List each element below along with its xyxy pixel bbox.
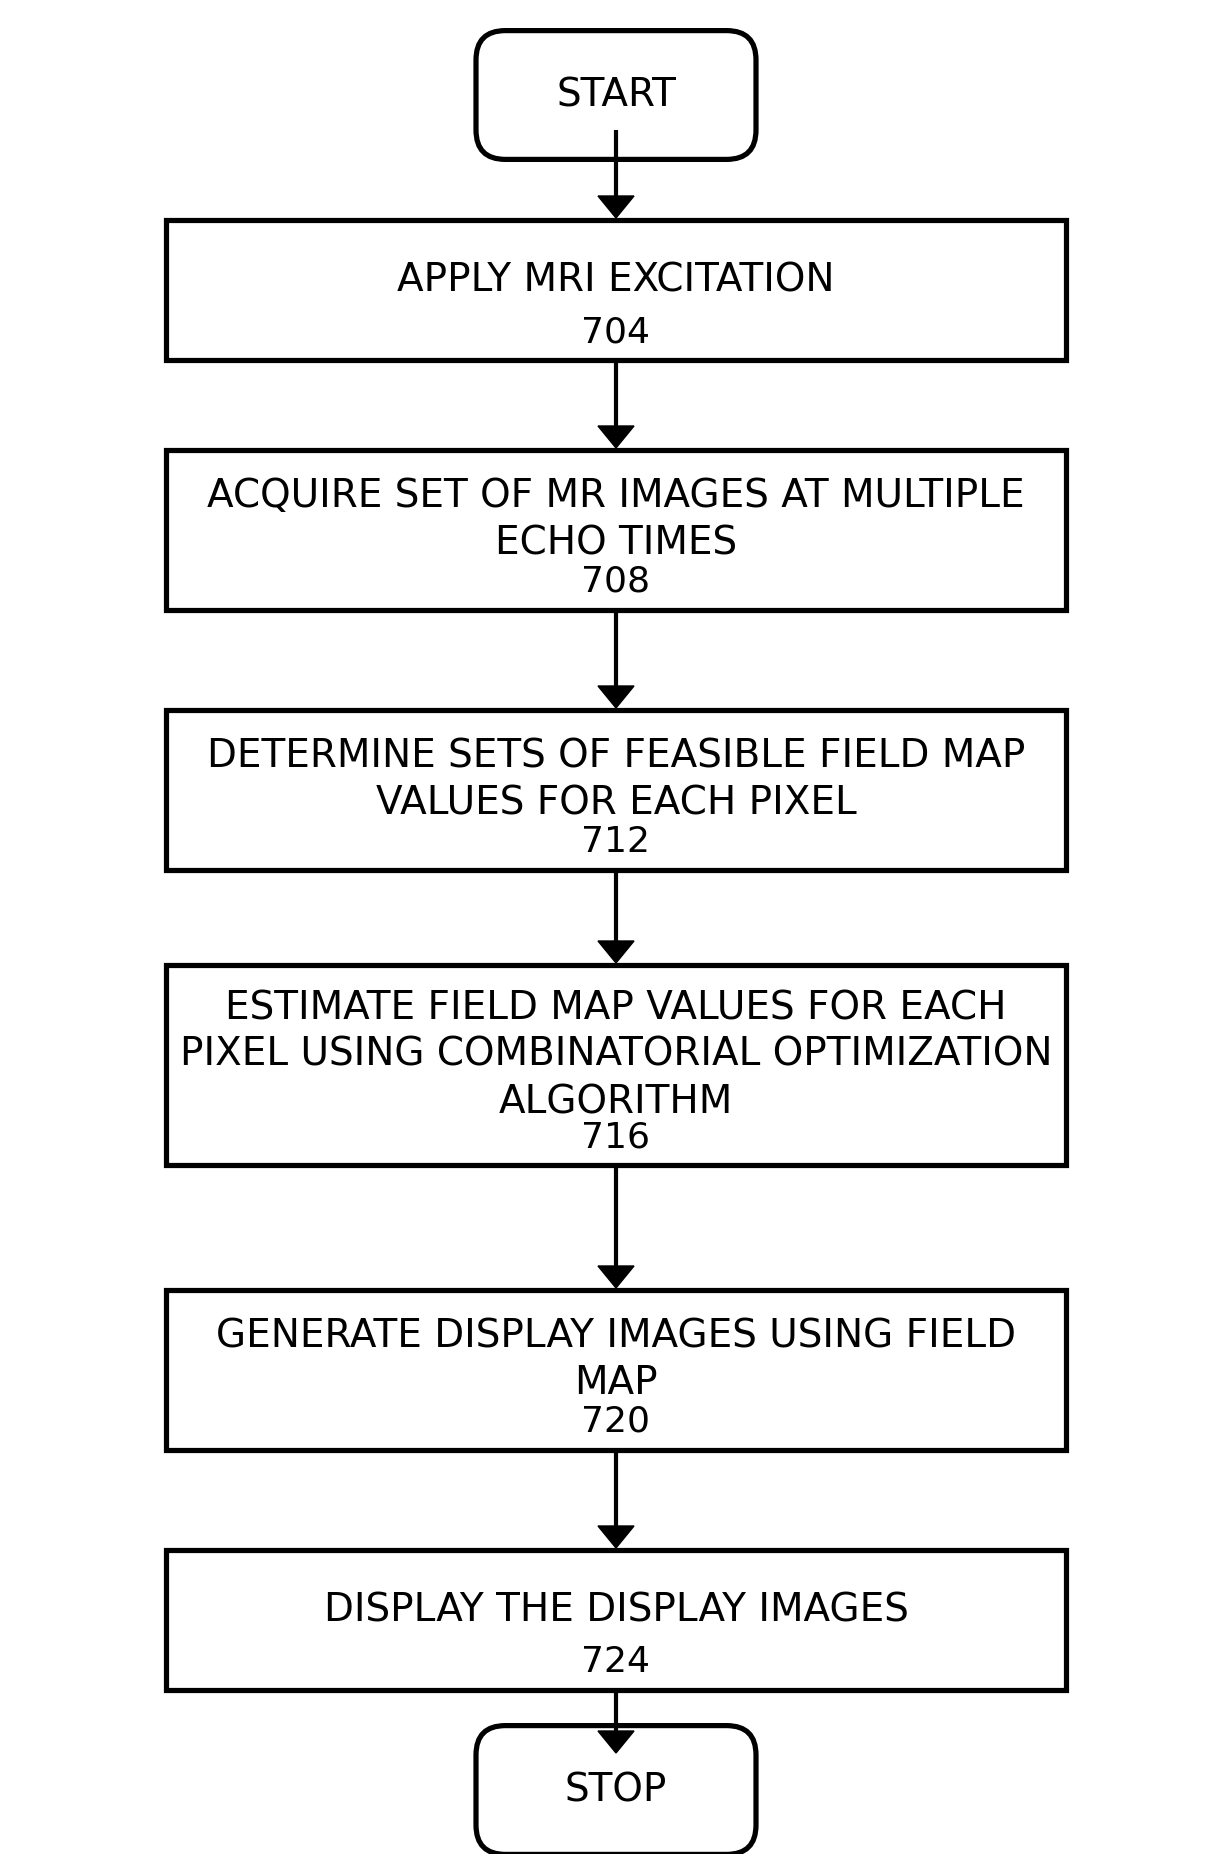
Text: 704: 704 xyxy=(582,315,650,349)
Polygon shape xyxy=(598,197,634,219)
Polygon shape xyxy=(598,1732,634,1754)
Polygon shape xyxy=(598,1526,634,1548)
Text: 716: 716 xyxy=(582,1120,650,1153)
Text: 708: 708 xyxy=(582,565,650,599)
Text: APPLY MRI EXCITATION: APPLY MRI EXCITATION xyxy=(397,261,835,298)
Bar xyxy=(166,451,1066,610)
Polygon shape xyxy=(598,1266,634,1289)
Text: ACQUIRE SET OF MR IMAGES AT MULTIPLE
ECHO TIMES: ACQUIRE SET OF MR IMAGES AT MULTIPLE ECH… xyxy=(207,478,1025,562)
Text: ESTIMATE FIELD MAP VALUES FOR EACH
PIXEL USING COMBINATORIAL OPTIMIZATION
ALGORI: ESTIMATE FIELD MAP VALUES FOR EACH PIXEL… xyxy=(180,988,1052,1122)
Text: 724: 724 xyxy=(582,1644,650,1680)
Bar xyxy=(166,964,1066,1164)
Text: DISPLAY THE DISPLAY IMAGES: DISPLAY THE DISPLAY IMAGES xyxy=(324,1591,908,1630)
FancyBboxPatch shape xyxy=(476,1726,756,1854)
Text: DETERMINE SETS OF FEASIBLE FIELD MAP
VALUES FOR EACH PIXEL: DETERMINE SETS OF FEASIBLE FIELD MAP VAL… xyxy=(207,738,1025,823)
Bar xyxy=(166,1550,1066,1691)
Text: GENERATE DISPLAY IMAGES USING FIELD
MAP: GENERATE DISPLAY IMAGES USING FIELD MAP xyxy=(216,1318,1016,1402)
Bar xyxy=(166,221,1066,360)
Polygon shape xyxy=(598,686,634,708)
Bar xyxy=(166,1290,1066,1450)
Text: 720: 720 xyxy=(582,1405,650,1439)
Polygon shape xyxy=(598,426,634,449)
Text: 712: 712 xyxy=(582,825,650,858)
FancyBboxPatch shape xyxy=(476,32,756,159)
Polygon shape xyxy=(598,942,634,962)
Text: STOP: STOP xyxy=(564,1771,668,1810)
Bar xyxy=(166,710,1066,870)
Text: START: START xyxy=(556,76,676,113)
